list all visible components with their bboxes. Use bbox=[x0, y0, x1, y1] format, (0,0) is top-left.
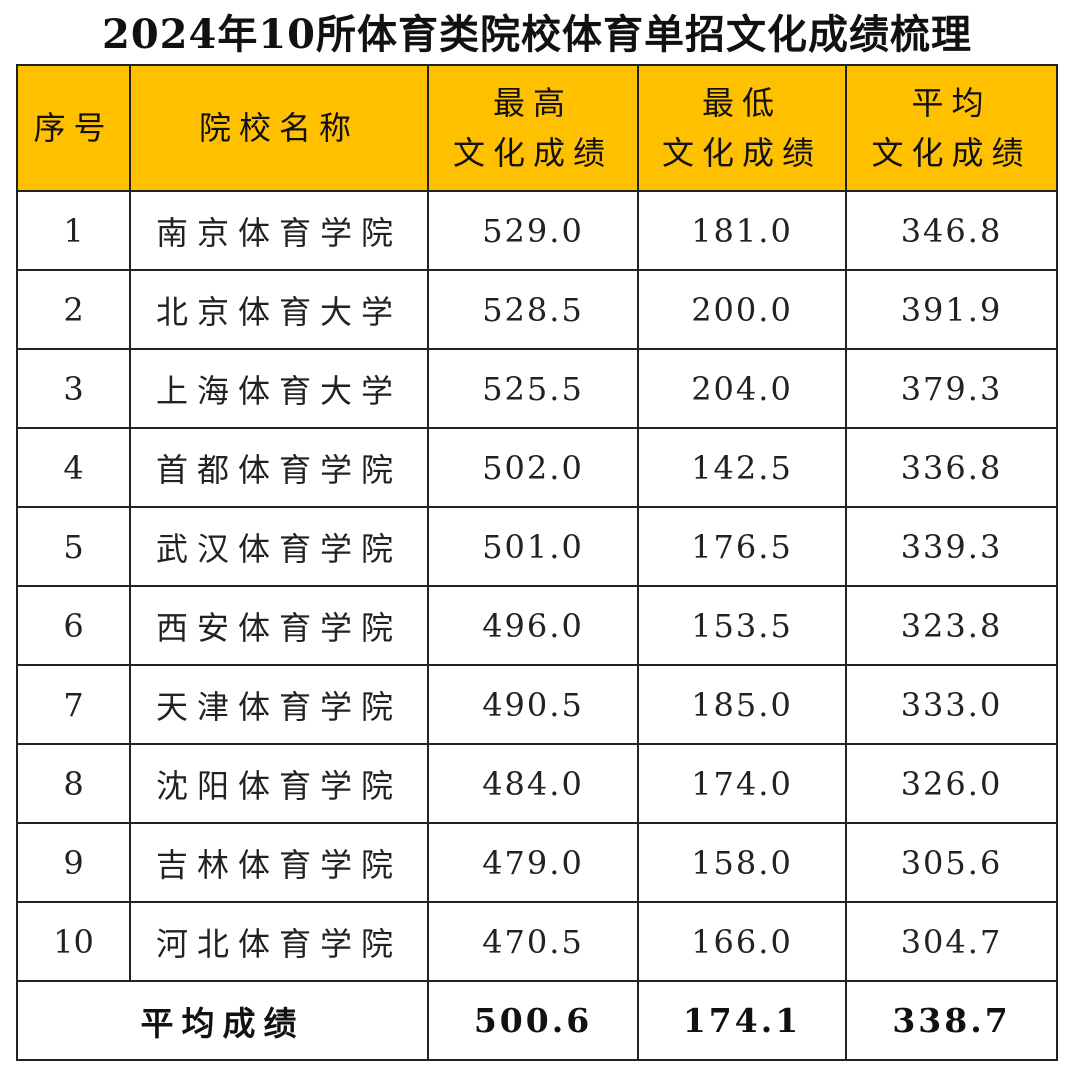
column-header-max-score: 最高 文化成绩 bbox=[427, 64, 639, 192]
cell-max-score: 529.0 bbox=[427, 190, 639, 271]
cell-min-score: 204.0 bbox=[637, 348, 847, 429]
table-row: 9 吉林体育学院 479.0 158.0 305.6 bbox=[16, 822, 1058, 903]
cell-index: 9 bbox=[16, 822, 131, 903]
cell-max-score: 525.5 bbox=[427, 348, 639, 429]
cell-school-name: 天津体育学院 bbox=[129, 664, 429, 745]
table-row: 5 武汉体育学院 501.0 176.5 339.3 bbox=[16, 506, 1058, 587]
total-max-score: 500.6 bbox=[427, 980, 639, 1061]
cell-max-score: 496.0 bbox=[427, 585, 639, 666]
cell-school-name: 首都体育学院 bbox=[129, 427, 429, 508]
cell-index: 5 bbox=[16, 506, 131, 587]
table-row: 4 首都体育学院 502.0 142.5 336.8 bbox=[16, 427, 1058, 508]
cell-min-score: 153.5 bbox=[637, 585, 847, 666]
table-row: 8 沈阳体育学院 484.0 174.0 326.0 bbox=[16, 743, 1058, 824]
cell-avg-score: 391.9 bbox=[845, 269, 1058, 350]
total-min-score: 174.1 bbox=[637, 980, 847, 1061]
cell-index: 10 bbox=[16, 901, 131, 982]
cell-school-name: 吉林体育学院 bbox=[129, 822, 429, 903]
cell-avg-score: 304.7 bbox=[845, 901, 1058, 982]
page-title: 2024年10所体育类院校体育单招文化成绩梳理 bbox=[102, 11, 972, 58]
cell-max-score: 490.5 bbox=[427, 664, 639, 745]
cell-school-name: 西安体育学院 bbox=[129, 585, 429, 666]
score-table: 序号 院校名称 最高 文化成绩 最低 文化成绩 平均 文化成绩 1 南京体育学院… bbox=[16, 64, 1058, 1061]
cell-avg-score: 305.6 bbox=[845, 822, 1058, 903]
column-header-min-score: 最低 文化成绩 bbox=[637, 64, 847, 192]
cell-avg-score: 339.3 bbox=[845, 506, 1058, 587]
cell-school-name: 上海体育大学 bbox=[129, 348, 429, 429]
cell-school-name: 沈阳体育学院 bbox=[129, 743, 429, 824]
cell-min-score: 181.0 bbox=[637, 190, 847, 271]
cell-min-score: 200.0 bbox=[637, 269, 847, 350]
cell-school-name: 南京体育学院 bbox=[129, 190, 429, 271]
cell-avg-score: 379.3 bbox=[845, 348, 1058, 429]
cell-avg-score: 333.0 bbox=[845, 664, 1058, 745]
cell-index: 7 bbox=[16, 664, 131, 745]
cell-index: 6 bbox=[16, 585, 131, 666]
table-row: 2 北京体育大学 528.5 200.0 391.9 bbox=[16, 269, 1058, 350]
cell-max-score: 479.0 bbox=[427, 822, 639, 903]
cell-index: 2 bbox=[16, 269, 131, 350]
cell-avg-score: 326.0 bbox=[845, 743, 1058, 824]
cell-min-score: 166.0 bbox=[637, 901, 847, 982]
table-total-row: 平均成绩 500.6 174.1 338.7 bbox=[16, 980, 1058, 1061]
cell-avg-score: 346.8 bbox=[845, 190, 1058, 271]
cell-school-name: 河北体育学院 bbox=[129, 901, 429, 982]
cell-index: 4 bbox=[16, 427, 131, 508]
table-row: 10 河北体育学院 470.5 166.0 304.7 bbox=[16, 901, 1058, 982]
cell-max-score: 502.0 bbox=[427, 427, 639, 508]
total-avg-score: 338.7 bbox=[845, 980, 1058, 1061]
column-header-index: 序号 bbox=[16, 64, 131, 192]
cell-avg-score: 336.8 bbox=[845, 427, 1058, 508]
cell-max-score: 501.0 bbox=[427, 506, 639, 587]
cell-avg-score: 323.8 bbox=[845, 585, 1058, 666]
cell-min-score: 142.5 bbox=[637, 427, 847, 508]
cell-max-score: 470.5 bbox=[427, 901, 639, 982]
cell-max-score: 484.0 bbox=[427, 743, 639, 824]
table-row: 3 上海体育大学 525.5 204.0 379.3 bbox=[16, 348, 1058, 429]
total-label: 平均成绩 bbox=[16, 980, 429, 1061]
cell-min-score: 176.5 bbox=[637, 506, 847, 587]
cell-school-name: 武汉体育学院 bbox=[129, 506, 429, 587]
table-row: 6 西安体育学院 496.0 153.5 323.8 bbox=[16, 585, 1058, 666]
cell-school-name: 北京体育大学 bbox=[129, 269, 429, 350]
cell-index: 1 bbox=[16, 190, 131, 271]
table-row: 7 天津体育学院 490.5 185.0 333.0 bbox=[16, 664, 1058, 745]
table-header-row: 序号 院校名称 最高 文化成绩 最低 文化成绩 平均 文化成绩 bbox=[16, 64, 1058, 192]
column-header-name: 院校名称 bbox=[129, 64, 429, 192]
column-header-avg-score: 平均 文化成绩 bbox=[845, 64, 1058, 192]
cell-max-score: 528.5 bbox=[427, 269, 639, 350]
cell-index: 3 bbox=[16, 348, 131, 429]
cell-min-score: 158.0 bbox=[637, 822, 847, 903]
cell-min-score: 174.0 bbox=[637, 743, 847, 824]
cell-min-score: 185.0 bbox=[637, 664, 847, 745]
table-row: 1 南京体育学院 529.0 181.0 346.8 bbox=[16, 190, 1058, 271]
cell-index: 8 bbox=[16, 743, 131, 824]
